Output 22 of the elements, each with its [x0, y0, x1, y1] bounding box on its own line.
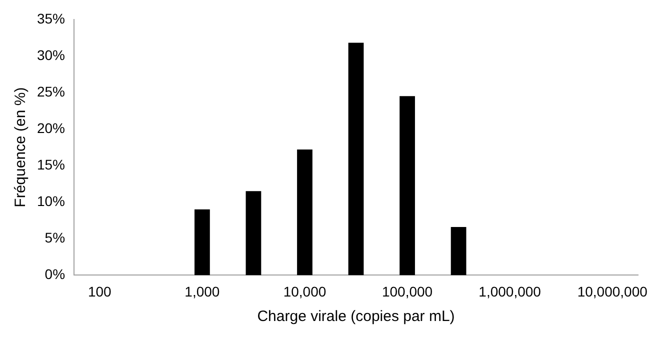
bar	[246, 191, 262, 276]
x-tick-label: 1,000,000	[478, 283, 542, 300]
bar	[450, 226, 466, 276]
x-axis-title: Charge virale (copies par mL)	[257, 308, 455, 326]
y-tick-label: 5%	[44, 230, 66, 246]
y-tick-label: 10%	[36, 192, 66, 209]
x-tick-label: 10,000,000	[577, 283, 648, 300]
x-tick-label: 1,000	[184, 283, 220, 300]
y-tick-label: 25%	[36, 83, 66, 100]
x-tick-label: 10,000	[283, 283, 326, 300]
x-tick-label: 100	[88, 283, 112, 300]
y-tick-label: 20%	[36, 120, 66, 136]
y-tick-label: 30%	[36, 46, 66, 63]
y-axis-title: Fréquence (en %)	[12, 87, 30, 208]
bar	[400, 96, 415, 276]
bar	[194, 209, 210, 276]
y-tick-label: 0%	[44, 266, 66, 282]
bar	[348, 42, 364, 276]
y-tick-label: 15%	[36, 156, 66, 172]
bar	[297, 149, 312, 276]
x-tick-label: 100,000	[382, 283, 433, 300]
y-tick-label: 35%	[36, 10, 66, 26]
